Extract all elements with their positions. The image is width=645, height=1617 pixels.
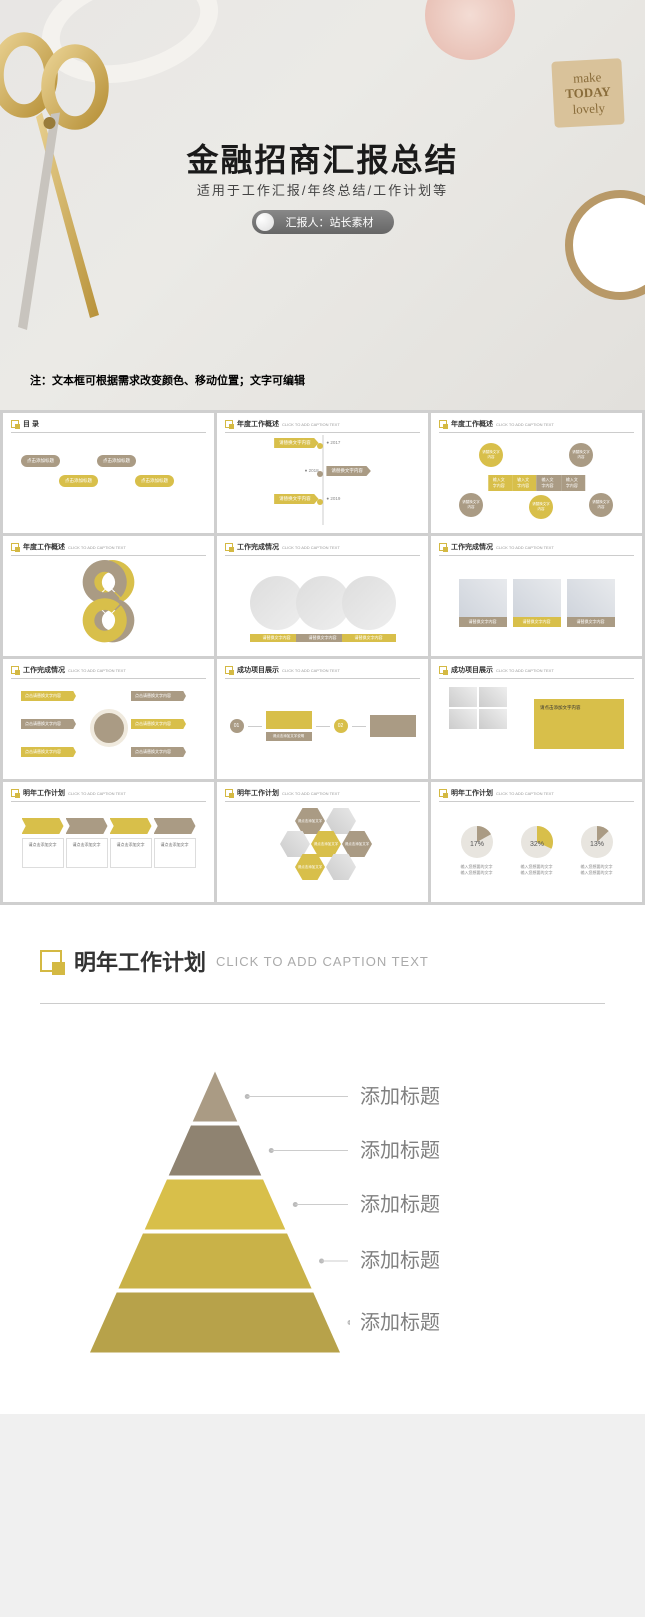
presenter-pill: 汇报人：站长素材 [252, 210, 394, 236]
thumb-title: 年度工作概述 [23, 542, 65, 552]
svg-text:32%: 32% [529, 841, 543, 848]
thumbnail-slide[interactable]: 明年工作计划CLICK TO ADD CAPTION TEXT 请点击添加文字 … [217, 782, 428, 902]
thumbnail-slide[interactable]: 目 录 点击添加标题点击添加标题点击添加标题点击添加标题 [3, 413, 214, 533]
square-icon [439, 789, 447, 797]
thumb-title: 工作完成情况 [23, 665, 65, 675]
square-icon [225, 543, 233, 551]
cover-title: 金融招商汇报总结 [0, 135, 645, 181]
thumb-sub: CLICK TO ADD CAPTION TEXT [282, 545, 340, 550]
pyramid-label: 添加标题 [360, 1072, 440, 1126]
square-icon [11, 420, 19, 428]
square-icon [11, 543, 19, 551]
thumb-sub: CLICK TO ADD CAPTION TEXT [496, 422, 554, 427]
thumbnail-slide[interactable]: 工作完成情况CLICK TO ADD CAPTION TEXT请替换文字内容请替… [431, 536, 642, 656]
pyramid-label: 添加标题 [360, 1234, 440, 1293]
cover-subtitle: 适用于工作汇报/年终总结/工作计划等 [0, 180, 645, 199]
thumb-title: 工作完成情况 [237, 542, 279, 552]
cover-note: 注：文本框可根据需求改变颜色、移动位置；文字可编辑 [30, 372, 305, 388]
square-icon [439, 666, 447, 674]
thumb-title: 年度工作概述 [237, 419, 279, 429]
pyramid-label: 添加标题 [360, 1126, 440, 1180]
pyramid-label: 添加标题 [360, 1293, 440, 1357]
square-icon [11, 666, 19, 674]
thumbnail-slide[interactable]: 年度工作概述CLICK TO ADD CAPTION TEXT输入文字内容输入文… [431, 413, 642, 533]
square-icon [225, 789, 233, 797]
thumb-title: 成功项目展示 [237, 665, 279, 675]
square-icon [439, 543, 447, 551]
divider [40, 1003, 605, 1004]
stamp-line: lovely [572, 100, 605, 117]
presenter-name: 汇报人：站长素材 [286, 214, 374, 230]
pyramid-labels: 添加标题添加标题添加标题添加标题添加标题 [360, 1072, 440, 1357]
square-icon [225, 420, 233, 428]
thumb-sub: CLICK TO ADD CAPTION TEXT [68, 668, 126, 673]
thumb-sub: CLICK TO ADD CAPTION TEXT [68, 791, 126, 796]
svg-text:17%: 17% [469, 841, 483, 848]
detail-title: 明年工作计划 [74, 945, 206, 977]
pill-dot [256, 213, 274, 231]
square-icon [225, 666, 233, 674]
thumb-sub: CLICK TO ADD CAPTION TEXT [496, 668, 554, 673]
thumb-title: 工作完成情况 [451, 542, 493, 552]
pyramid-label: 添加标题 [360, 1180, 440, 1234]
thumbnail-slide[interactable]: 工作完成情况CLICK TO ADD CAPTION TEXT 点击请替换文字内… [3, 659, 214, 779]
thumbnail-slide[interactable]: 年度工作概述CLICK TO ADD CAPTION TEXT [3, 536, 214, 656]
pyramid-chart: 添加标题添加标题添加标题添加标题添加标题 [0, 1034, 645, 1374]
detail-subtitle: CLICK TO ADD CAPTION TEXT [216, 954, 429, 969]
thumb-sub: CLICK TO ADD CAPTION TEXT [282, 791, 340, 796]
header-square-icon [40, 950, 62, 972]
thumb-title: 明年工作计划 [237, 788, 279, 798]
thumb-title: 年度工作概述 [451, 419, 493, 429]
thumbnail-slide[interactable]: 明年工作计划CLICK TO ADD CAPTION TEXT 请点击添加文字请… [3, 782, 214, 902]
square-icon [439, 420, 447, 428]
cup-decor [565, 190, 645, 300]
thumb-title: 明年工作计划 [23, 788, 65, 798]
detail-slide: 明年工作计划 CLICK TO ADD CAPTION TEXT 添加标题添加标… [0, 905, 645, 1414]
cover-slide: make TODAY lovely 金融招商汇报总结 适用于工作汇报/年终总结/… [0, 0, 645, 410]
thumb-sub: CLICK TO ADD CAPTION TEXT [282, 422, 340, 427]
svg-text:13%: 13% [589, 841, 603, 848]
thumb-sub: CLICK TO ADD CAPTION TEXT [496, 545, 554, 550]
thumb-title: 明年工作计划 [451, 788, 493, 798]
thumbnail-slide[interactable]: 工作完成情况CLICK TO ADD CAPTION TEXT请替换文字内容请替… [217, 536, 428, 656]
thumbnail-slide[interactable]: 成功项目展示CLICK TO ADD CAPTION TEXT 请点击添加文字内… [431, 659, 642, 779]
thumbnail-slide[interactable]: 成功项目展示CLICK TO ADD CAPTION TEXT 01 请点击添加… [217, 659, 428, 779]
thumbnail-grid: 目 录 点击添加标题点击添加标题点击添加标题点击添加标题 年度工作概述CLICK… [0, 410, 645, 905]
thumbnail-slide[interactable]: 年度工作概述CLICK TO ADD CAPTION TEXT ● 2017 请… [217, 413, 428, 533]
pyramid-svg [90, 1064, 350, 1364]
thumb-title: 目 录 [23, 419, 39, 429]
thumbnail-slide[interactable]: 明年工作计划CLICK TO ADD CAPTION TEXT17%输入您想要的… [431, 782, 642, 902]
stamp-line: make [573, 69, 602, 86]
thumb-sub: CLICK TO ADD CAPTION TEXT [282, 668, 340, 673]
stamp-decor: make TODAY lovely [551, 58, 624, 128]
thumb-title: 成功项目展示 [451, 665, 493, 675]
square-icon [11, 789, 19, 797]
thumb-sub: CLICK TO ADD CAPTION TEXT [68, 545, 126, 550]
flower-decor [425, 0, 515, 60]
thumb-sub: CLICK TO ADD CAPTION TEXT [496, 791, 554, 796]
